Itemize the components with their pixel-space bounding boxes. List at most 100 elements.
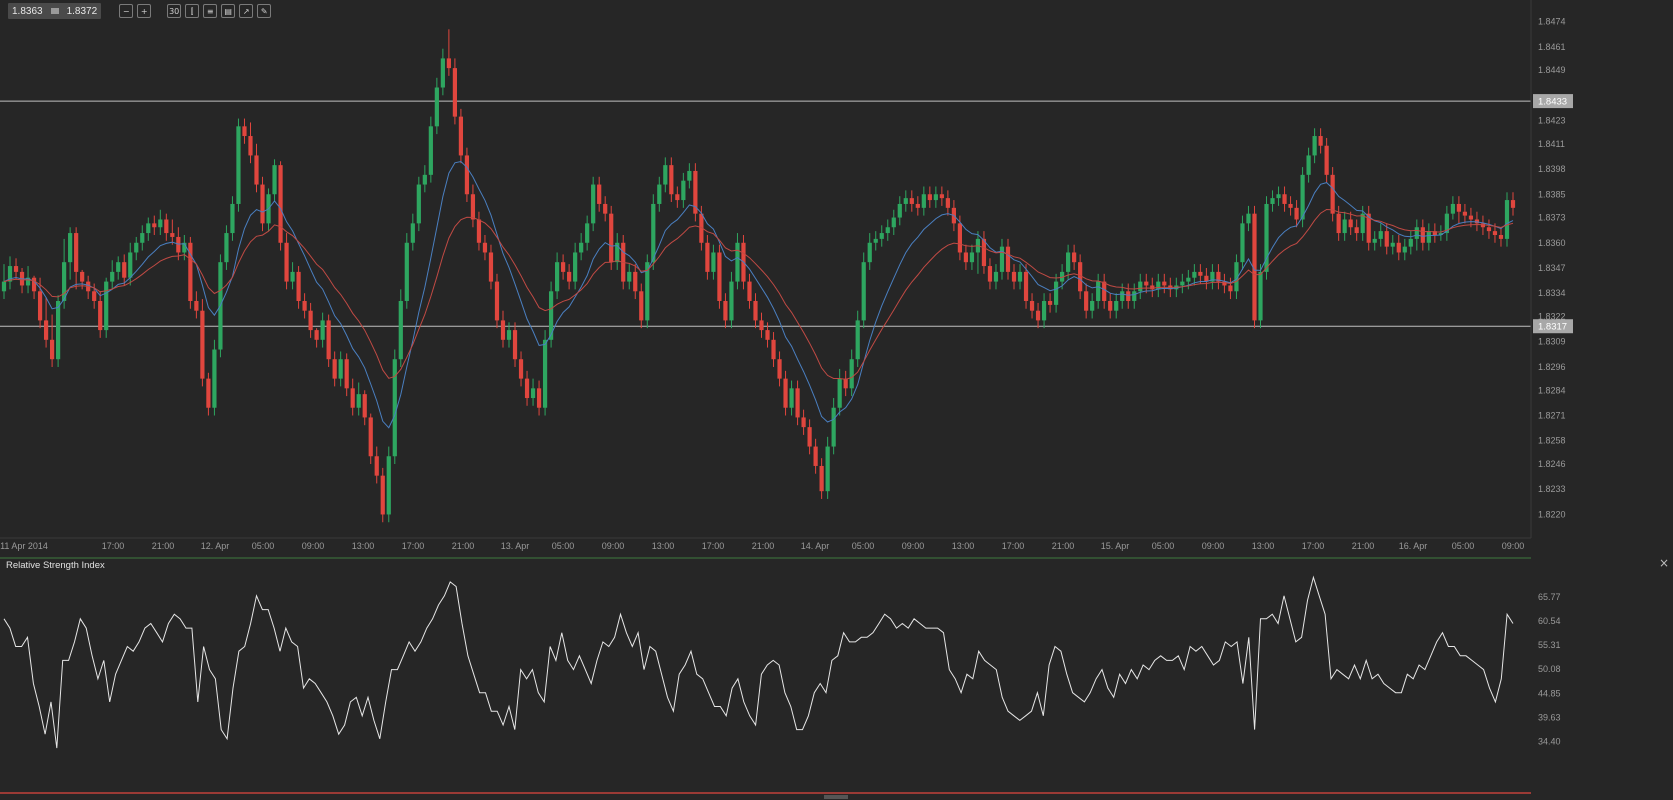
candle-body bbox=[615, 242, 620, 263]
price-tick-label: 1.8220 bbox=[1538, 509, 1566, 519]
candle-body bbox=[1486, 227, 1492, 232]
draw-line-button[interactable]: ↗ bbox=[239, 4, 254, 18]
candle-body bbox=[1126, 291, 1131, 301]
candle-body bbox=[494, 281, 500, 321]
candle-body bbox=[1492, 231, 1498, 236]
candle-body bbox=[164, 219, 169, 234]
horizontal-levels[interactable]: 1.8433 1.8317 bbox=[0, 94, 1573, 334]
candle-body bbox=[573, 252, 578, 282]
candle-body bbox=[963, 252, 969, 263]
quote-box[interactable]: 1.8363 1.8372 bbox=[8, 3, 102, 19]
candle-body bbox=[591, 184, 596, 224]
zoom-out-button[interactable]: − bbox=[119, 4, 134, 18]
candle-body bbox=[398, 300, 403, 360]
candle-body bbox=[561, 262, 566, 272]
candle-body bbox=[200, 310, 205, 379]
candle-body bbox=[1348, 219, 1353, 228]
candle-body bbox=[278, 165, 283, 243]
candle-body bbox=[1132, 291, 1137, 301]
candle-body bbox=[633, 271, 638, 292]
candle-body bbox=[645, 262, 650, 321]
candle-body bbox=[434, 87, 439, 127]
rsi-pane: Relative Strength Index × 65.77 60.54 55.31 5… bbox=[0, 556, 1669, 794]
time-tick-label: 05:00 bbox=[852, 541, 875, 551]
timeframe-button[interactable]: 30 bbox=[167, 4, 182, 18]
pane-resize-handle bbox=[824, 795, 848, 799]
rsi-tick-label: 50.08 bbox=[1538, 664, 1561, 674]
candle-body bbox=[1090, 300, 1095, 311]
candle-body bbox=[548, 291, 554, 340]
candle-body bbox=[536, 388, 542, 408]
time-tick-label: 11 Apr 2014 bbox=[0, 541, 48, 551]
time-tick-label: 17:00 bbox=[1002, 541, 1025, 551]
rsi-tick-label: 34.40 bbox=[1538, 737, 1561, 747]
price-tick-label: 1.8309 bbox=[1538, 337, 1566, 347]
candle-body bbox=[1017, 271, 1023, 282]
candle-body bbox=[422, 174, 427, 185]
candle-body bbox=[999, 246, 1005, 272]
pencil-button[interactable]: ✎ bbox=[257, 4, 272, 18]
candle-body bbox=[488, 252, 494, 282]
candle-body bbox=[62, 262, 67, 301]
candle-body bbox=[1462, 211, 1468, 216]
templates-button[interactable]: ▤ bbox=[221, 4, 236, 18]
candle-body bbox=[795, 388, 800, 418]
price-tick-label: 1.8284 bbox=[1538, 385, 1566, 395]
rsi-tick-label: 60.54 bbox=[1538, 616, 1561, 626]
time-tick-label: 13:00 bbox=[652, 541, 675, 551]
chart-type-button[interactable]: ⫿ bbox=[185, 4, 200, 18]
candle-body bbox=[903, 198, 908, 204]
indicators-button[interactable]: ≡ bbox=[203, 4, 218, 18]
candle-body bbox=[1360, 213, 1365, 234]
candle-body bbox=[1023, 271, 1029, 301]
candle-body bbox=[1144, 281, 1149, 286]
candle-body bbox=[831, 407, 836, 447]
candle-body bbox=[1432, 231, 1437, 236]
candle-body bbox=[1312, 136, 1317, 156]
candle-body bbox=[182, 242, 187, 253]
time-tick-label: 17:00 bbox=[402, 541, 425, 551]
candle-body bbox=[332, 359, 337, 379]
candle-body bbox=[356, 394, 361, 408]
candle-body bbox=[981, 238, 987, 267]
price-tick-label: 1.8461 bbox=[1538, 42, 1566, 52]
candle-body bbox=[1396, 242, 1401, 253]
candle-body bbox=[242, 126, 247, 137]
candle-body bbox=[1468, 215, 1474, 220]
ask-price: 1.8372 bbox=[66, 5, 98, 17]
candle-body bbox=[1264, 203, 1269, 272]
zoom-in-button[interactable]: + bbox=[137, 4, 152, 18]
candle-body bbox=[416, 184, 421, 224]
candle-body bbox=[909, 198, 914, 204]
time-tick-label: 09:00 bbox=[1502, 541, 1525, 551]
candle-body bbox=[1504, 200, 1510, 239]
candle-body bbox=[1354, 227, 1359, 234]
candle-body bbox=[1204, 275, 1209, 282]
candle-body bbox=[849, 359, 854, 389]
candle-body bbox=[1378, 231, 1383, 239]
candle-body bbox=[1150, 285, 1155, 290]
candle-body bbox=[110, 271, 115, 282]
candle-body bbox=[1192, 271, 1197, 278]
candle-body bbox=[1120, 291, 1125, 301]
candle-body bbox=[518, 359, 524, 379]
candle-body bbox=[1402, 246, 1407, 253]
candle-body bbox=[1372, 238, 1377, 243]
candle-body bbox=[993, 271, 999, 282]
candle-body bbox=[49, 339, 55, 360]
candle-body bbox=[1035, 310, 1041, 321]
candle-body bbox=[891, 217, 896, 228]
rsi-tick-label: 55.31 bbox=[1538, 640, 1561, 650]
candle-body bbox=[1053, 281, 1059, 305]
candle-body bbox=[440, 58, 445, 88]
time-tick-label: 17:00 bbox=[1302, 541, 1325, 551]
price-tag-label: 1.8317 bbox=[1538, 322, 1567, 333]
candle-body bbox=[170, 233, 175, 237]
candle-body bbox=[350, 388, 355, 408]
candle-body bbox=[939, 194, 944, 199]
candle-body bbox=[879, 233, 884, 239]
candle-body bbox=[1306, 155, 1311, 175]
candle-body bbox=[1072, 252, 1077, 263]
candle-body bbox=[1270, 198, 1275, 204]
